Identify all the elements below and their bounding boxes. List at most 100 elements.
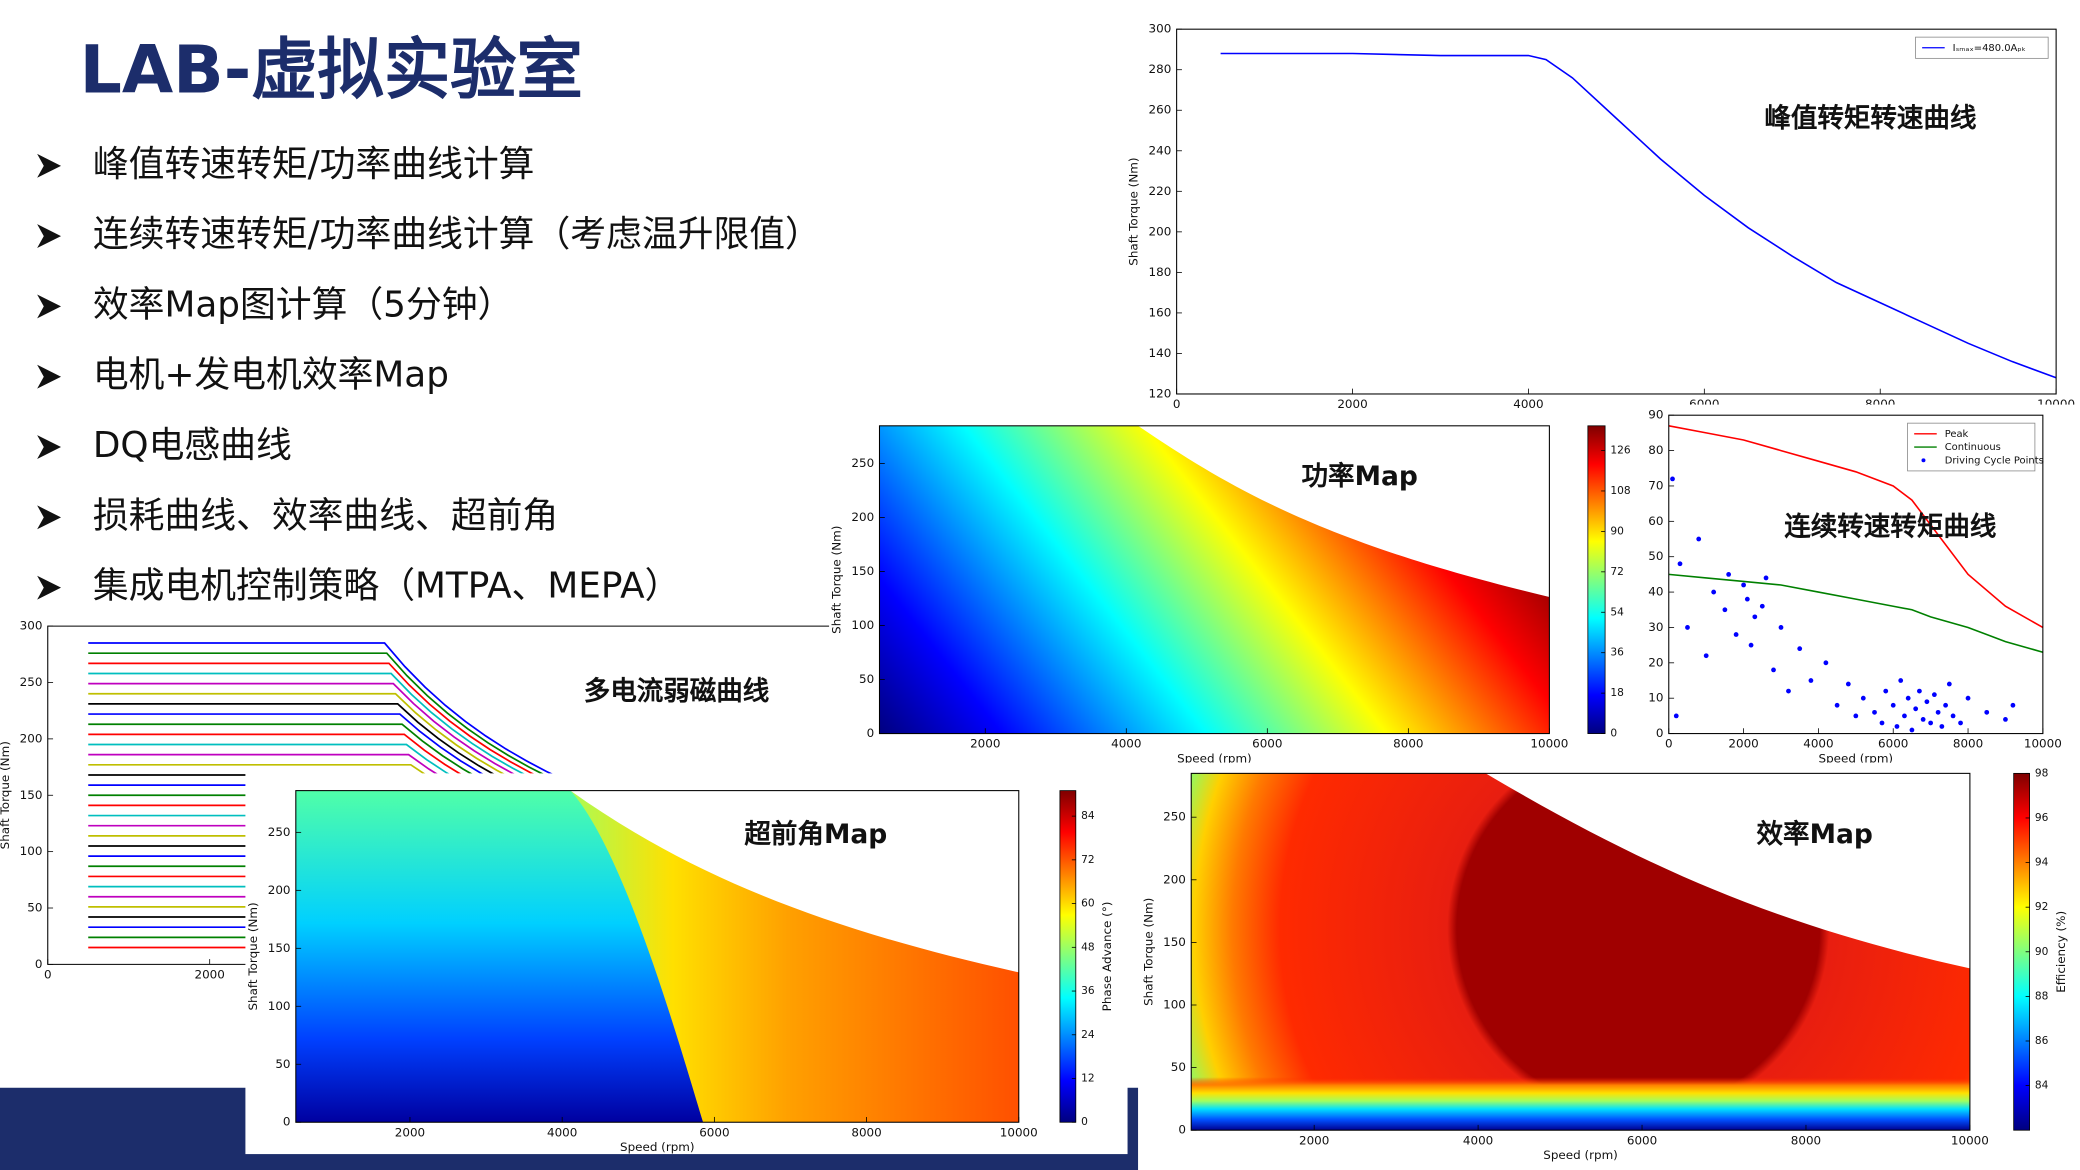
- legend-label: Iₛₘₐₓ=480.0Aₚₖ: [1953, 43, 2026, 54]
- chart-annotation: 峰值转矩转速曲线: [1764, 103, 1977, 134]
- data-point: [1913, 706, 1919, 712]
- colorbar-tick-label: 98: [2035, 766, 2049, 779]
- x-axis-label: Speed (rpm): [1819, 751, 1894, 765]
- x-tick-label: 4000: [1803, 737, 1833, 751]
- data-point: [1931, 692, 1937, 698]
- colorbar-tick-label: 18: [1610, 686, 1624, 699]
- slide-title: LAB-虚拟实验室: [80, 30, 583, 108]
- axis-frame: [1190, 772, 1971, 1131]
- y-tick-label: 240: [1149, 143, 1172, 157]
- colorbar-tick-label: 36: [1610, 646, 1624, 659]
- y-tick-label: 150: [1163, 935, 1186, 949]
- colorbar-tick-label: 86: [2035, 1034, 2049, 1047]
- colorbar-tick-label: 12: [1081, 1072, 1095, 1085]
- bullet-arrow: [37, 435, 62, 459]
- data-point: [1946, 681, 1952, 687]
- data-point: [1797, 646, 1803, 652]
- y-tick-label: 0: [867, 726, 875, 740]
- data-point: [1834, 702, 1840, 708]
- colorbar-tick-label: 54: [1610, 605, 1624, 618]
- colorbar-label: Efficiency (%): [2054, 911, 2068, 993]
- y-tick-label: 60: [1648, 514, 1663, 528]
- y-tick-label: 200: [1163, 872, 1186, 886]
- colorbar-tick-label: 48: [1081, 940, 1095, 953]
- y-tick-label: 250: [1163, 810, 1186, 824]
- data-point: [1696, 536, 1702, 542]
- colorbar-tick-label: 90: [1610, 524, 1624, 537]
- data-point: [1685, 625, 1690, 630]
- bullet-arrow: [37, 294, 62, 319]
- data-point: [1860, 695, 1866, 701]
- y-tick-label: 40: [1648, 585, 1663, 599]
- legend-marker: [1921, 458, 1926, 463]
- bullet-arrow: [37, 224, 62, 249]
- y-tick-label: 50: [275, 1057, 290, 1071]
- data-point: [1733, 632, 1739, 637]
- data-point: [1879, 720, 1885, 726]
- colorbar: [1587, 425, 1606, 734]
- data-point: [1744, 596, 1750, 602]
- bullet-arrow: [37, 505, 62, 530]
- x-tick-label: 2000: [195, 968, 225, 982]
- x-tick-label: 10000: [2024, 737, 2062, 751]
- data-point: [1763, 575, 1769, 581]
- x-tick-label: 10000: [1530, 737, 1568, 751]
- y-tick-label: 150: [268, 941, 291, 955]
- x-tick-label: 4000: [1463, 1133, 1493, 1147]
- bullet-text: 集成电机控制策略（MTPA、MEPA）: [93, 566, 681, 607]
- axis-frame: [878, 425, 1550, 735]
- colorbar-tick-label: 72: [1610, 565, 1624, 578]
- x-tick-label: 2000: [1337, 397, 1367, 411]
- y-axis-label: Shaft Torque (Nm): [830, 526, 844, 634]
- y-tick-label: 200: [851, 510, 874, 524]
- data-point: [1703, 653, 1709, 659]
- data-point: [1673, 713, 1679, 719]
- y-tick-label: 250: [851, 456, 874, 470]
- y-axis-label: Shaft Torque (Nm): [246, 902, 260, 1010]
- y-tick-label: 50: [859, 672, 874, 686]
- series-line: [1220, 52, 2057, 379]
- x-tick-label: 10000: [1951, 1133, 1989, 1147]
- x-tick-label: 8000: [851, 1125, 881, 1139]
- data-point: [1748, 642, 1754, 648]
- x-tick-label: 2000: [1728, 737, 1758, 751]
- data-point: [1909, 727, 1915, 733]
- bullet-arrow: [37, 364, 62, 389]
- y-tick-label: 100: [268, 999, 291, 1013]
- data-point: [1759, 603, 1765, 609]
- data-point: [1935, 709, 1941, 715]
- y-axis-label: Shaft Torque (Nm): [1127, 157, 1141, 265]
- data-point: [1726, 572, 1732, 577]
- y-tick-label: 50: [1171, 1060, 1186, 1074]
- colorbar-tick-label: 94: [2035, 856, 2049, 869]
- bullet-text: DQ电感曲线: [93, 425, 292, 466]
- y-axis-label: Shaft Torque (Nm): [0, 741, 12, 849]
- colorbar-tick-label: 92: [2035, 900, 2049, 913]
- data-point: [1778, 625, 1784, 630]
- x-tick-label: 0: [44, 968, 52, 982]
- y-tick-label: 100: [20, 844, 43, 858]
- data-point: [1722, 607, 1728, 613]
- data-point: [1677, 561, 1683, 567]
- data-point: [1808, 678, 1814, 683]
- data-point: [1898, 678, 1904, 683]
- y-tick-label: 180: [1149, 265, 1172, 279]
- axis-frame: [295, 790, 1020, 1123]
- series-line: [1668, 573, 2044, 653]
- data-point: [1894, 724, 1900, 729]
- colorbar-tick-label: 84: [1081, 809, 1095, 822]
- continuous-chart: Peak Continuous Driving Cycle Points 0 2000 4…: [1619, 404, 2080, 770]
- colorbar-tick-label: 84: [2035, 1079, 2049, 1092]
- x-tick-label: 8000: [1953, 737, 1983, 751]
- colorbar-tick-label: 90: [2035, 945, 2049, 958]
- contour-fill: [295, 790, 1019, 1123]
- x-axis-label: Speed (rpm): [620, 1140, 695, 1154]
- bullet-text: 电机+发电机效率Map: [93, 355, 449, 396]
- x-tick-label: 0: [1173, 397, 1181, 411]
- colorbar-tick-label: 36: [1081, 984, 1095, 997]
- x-tick-label: 6000: [699, 1125, 729, 1139]
- bullet-text: 峰值转速转矩/功率曲线计算: [93, 144, 535, 185]
- legend-label: Continuous: [1945, 442, 2001, 453]
- chart-annotation: 功率Map: [1302, 461, 1418, 492]
